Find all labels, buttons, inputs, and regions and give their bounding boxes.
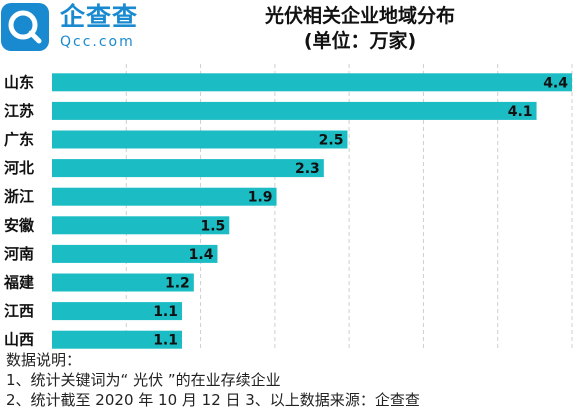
logo-name-cn: 企查查 [60, 2, 139, 31]
category-label: 浙江 [4, 188, 34, 206]
notes-line-2: 2、统计截至 2020 年 10 月 12 日 3、以上数据来源：企查查 [6, 391, 420, 409]
bar-8 [52, 302, 182, 321]
chart-subtitle: (单位：万家) [303, 30, 417, 52]
bar-3 [52, 159, 324, 178]
value-label: 1.4 [189, 247, 214, 263]
category-label: 山西 [4, 331, 34, 349]
value-label: 2.5 [319, 133, 344, 149]
bar-5 [52, 216, 230, 235]
bar-chart: 山东 4.4 江苏 4.1 广东 2.5 河北 2.3 浙江 1.9 安徽 1.5 河南 1.4 福建 1.2… [3, 64, 573, 350]
bar-7 [52, 273, 194, 292]
value-label: 4.1 [508, 104, 533, 120]
category-label: 河南 [4, 245, 34, 263]
logo: 企查查 Qcc.com [0, 0, 140, 58]
data-notes: 数据说明： 1、统计关键词为“ 光伏 ”的在业存续企业 2、统计截至 2020 … [6, 350, 586, 410]
category-label: 山东 [4, 73, 34, 91]
value-label: 1.1 [153, 333, 178, 349]
value-label: 1.9 [248, 190, 273, 206]
value-label: 4.4 [543, 75, 568, 91]
bar-2 [52, 130, 348, 149]
chart-title: 光伏相关企业地域分布 [264, 5, 455, 27]
bar-0 [52, 73, 572, 92]
notes-line-1: 1、统计关键词为“ 光伏 ”的在业存续企业 [6, 371, 281, 389]
value-label: 2.3 [295, 161, 320, 177]
value-label: 1.5 [200, 218, 225, 234]
qcc-logo-icon [1, 3, 49, 51]
bar-6 [52, 244, 218, 263]
bar-9 [52, 330, 182, 349]
bar-1 [52, 101, 537, 120]
category-label: 河北 [4, 159, 34, 177]
notes-heading: 数据说明： [6, 351, 82, 369]
category-label: 江西 [4, 302, 34, 320]
category-label: 安徽 [4, 216, 35, 234]
logo-name-en: Qcc.com [60, 34, 135, 50]
category-label: 福建 [3, 274, 35, 292]
value-label: 1.2 [165, 276, 190, 292]
value-label: 1.1 [153, 304, 178, 320]
category-label: 广东 [4, 131, 34, 149]
category-label: 江苏 [4, 102, 34, 120]
bar-4 [52, 187, 277, 206]
